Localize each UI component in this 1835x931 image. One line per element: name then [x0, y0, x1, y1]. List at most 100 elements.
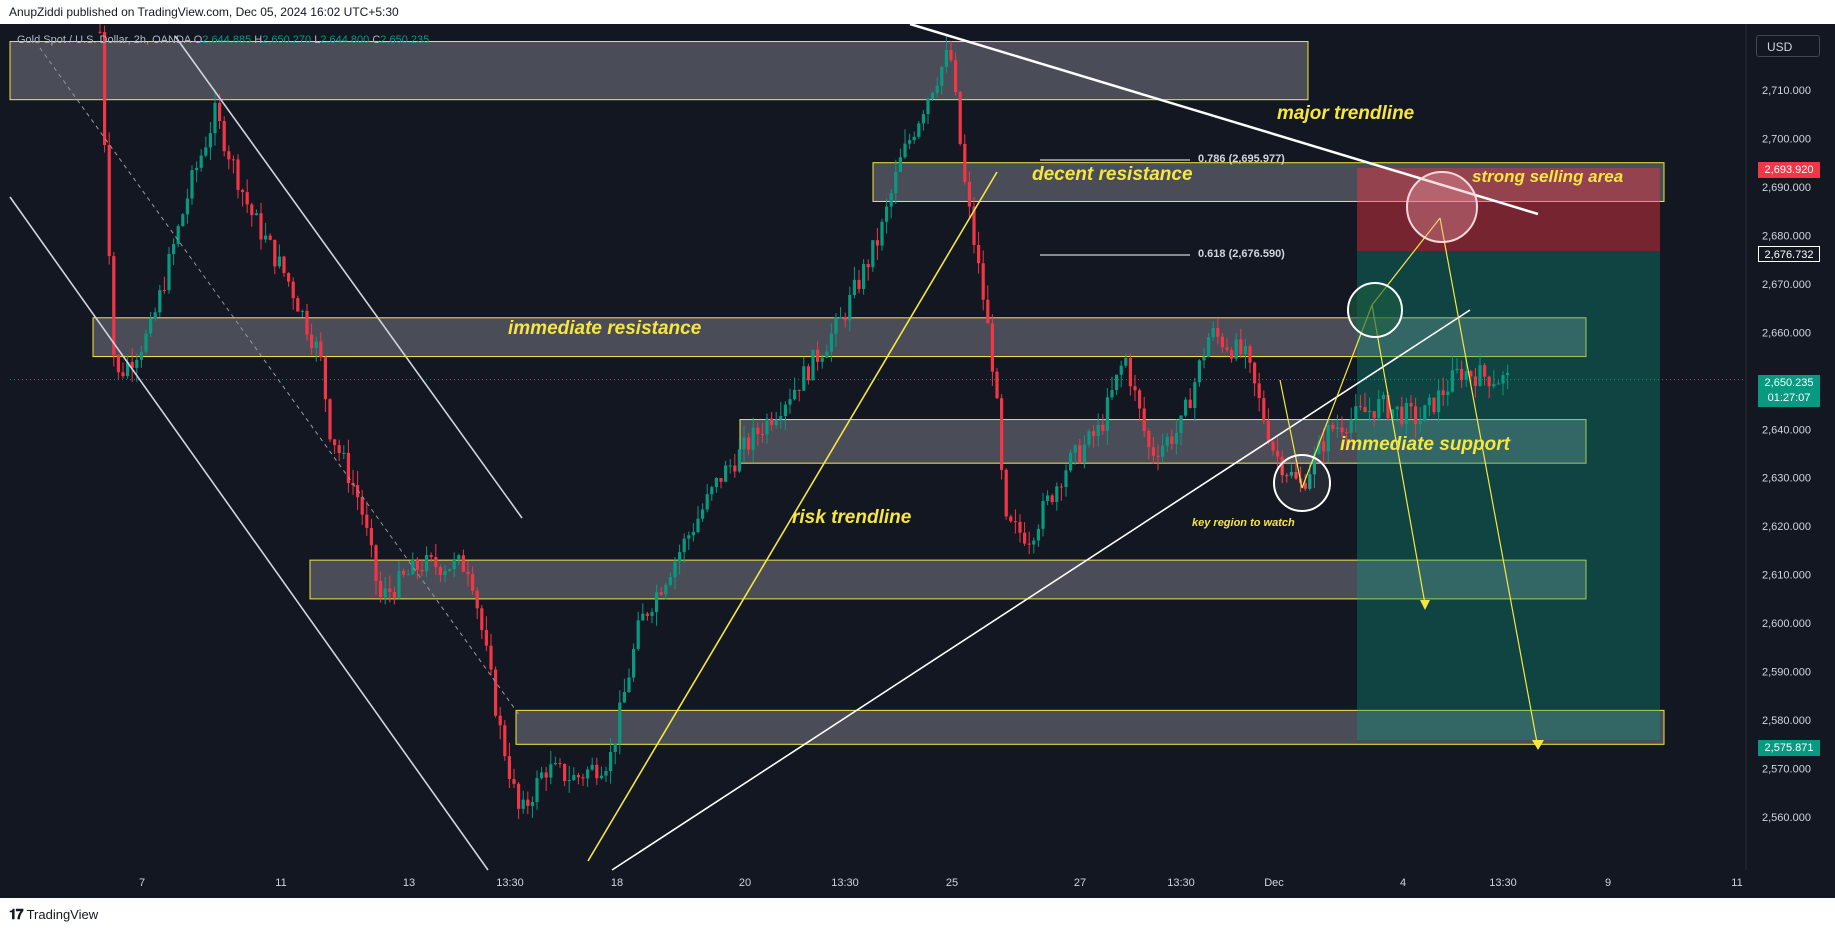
x-tick-label: 13 [403, 877, 415, 889]
channel-lower-line[interactable] [9, 196, 489, 871]
candle-body [733, 465, 737, 472]
candle-body [1317, 441, 1321, 454]
candle-body [130, 361, 134, 368]
zone-box[interactable] [9, 41, 1309, 101]
risk-trendline[interactable] [587, 171, 998, 862]
candle-body [540, 772, 544, 779]
tradingview-brand: TradingView [26, 907, 99, 922]
y-tick-label: 2,640.000 [1762, 424, 1811, 436]
selling-circle[interactable] [1406, 171, 1478, 243]
candle-body [581, 777, 585, 779]
candle-body [1501, 375, 1505, 384]
candle-body [250, 204, 254, 216]
candle-body [208, 133, 212, 148]
zone-box[interactable] [309, 559, 1587, 600]
candle-body [852, 279, 856, 296]
candle-body [328, 399, 332, 440]
candle-body [383, 588, 387, 598]
decent-resistance-label: decent resistance [1032, 164, 1193, 185]
y-tick-label: 2,600.000 [1762, 618, 1811, 630]
candle-body [820, 357, 824, 362]
candle-body [1372, 411, 1376, 419]
channel-mid-line[interactable] [39, 47, 521, 717]
candle-body [926, 98, 930, 115]
low-label: L [314, 34, 321, 46]
publish-bar: AnupZiddi published on TradingView.com, … [0, 0, 1835, 24]
zone-box[interactable] [515, 709, 1665, 745]
low-value: 2,644.800 [320, 34, 370, 46]
candle-body [342, 452, 346, 454]
y-tick-label: 2,680.000 [1762, 230, 1811, 242]
candle-body [1414, 406, 1418, 424]
candle-body [1211, 328, 1215, 338]
rising-trendline[interactable] [611, 309, 1471, 871]
candle-body [402, 570, 406, 575]
projection-line[interactable] [1279, 379, 1303, 489]
candle-body [103, 32, 107, 146]
candle-body [1363, 407, 1367, 413]
x-tick-label: 11 [275, 877, 286, 889]
candle-body [857, 279, 861, 290]
zone-box[interactable] [872, 162, 1665, 202]
candle-body [1492, 383, 1496, 387]
channel-upper-line[interactable] [174, 35, 523, 519]
candle-body [415, 559, 419, 570]
candle-body [1469, 371, 1473, 377]
candle-body [1138, 390, 1142, 409]
candle-body [889, 193, 893, 207]
candle-body [609, 751, 613, 772]
candle-body [112, 256, 116, 356]
retest-circle[interactable] [1347, 282, 1403, 338]
candle-body [1409, 403, 1413, 407]
candle-body [530, 802, 534, 806]
projection-line[interactable] [1439, 217, 1539, 749]
candle-body [618, 702, 622, 744]
candle-body [967, 181, 971, 207]
candle-body [650, 612, 654, 616]
key-region-circle[interactable] [1273, 454, 1331, 512]
candle-body [1243, 346, 1247, 355]
candle-body [1119, 365, 1123, 375]
take-profit-zone[interactable] [1357, 251, 1660, 741]
candle-body [397, 570, 401, 598]
candle-body [862, 263, 866, 290]
x-tick-label: 9 [1605, 877, 1611, 889]
y-tick-label: 2,620.000 [1762, 521, 1811, 533]
candle-body [1312, 453, 1316, 475]
candle-body [503, 725, 507, 757]
x-tick-label: 7 [139, 877, 145, 889]
candle-body [1450, 370, 1454, 392]
candle-body [126, 361, 130, 377]
chart-canvas[interactable]: 2,560.000 2,570.000 2,580.000 2,590.000 2,60… [0, 24, 1835, 898]
zone-box[interactable] [92, 317, 1587, 358]
candle-body [1018, 521, 1022, 533]
price-axis: 2,560.000 2,570.000 2,580.000 2,590.000 2,60… [1745, 24, 1811, 870]
candle-body [779, 416, 783, 420]
candle-body [1124, 357, 1128, 366]
candle-body [1400, 406, 1404, 424]
candle-body [273, 239, 277, 267]
candle-body [696, 518, 700, 533]
candle-body [802, 366, 806, 391]
candle-body [1101, 424, 1105, 431]
candle-body [742, 437, 746, 450]
candle-body [314, 341, 318, 349]
major-trendline[interactable] [909, 24, 1539, 216]
candle-body [963, 143, 967, 182]
candle-body [1354, 406, 1358, 420]
candle-body [1082, 444, 1086, 463]
candle-body [719, 478, 723, 482]
candle-body [1432, 397, 1436, 413]
candle-body [1220, 336, 1224, 348]
candle-body [1483, 365, 1487, 377]
symbol-label[interactable]: Gold Spot / U.S. Dollar, 2h, OANDA [17, 34, 191, 46]
candle-body [1404, 403, 1408, 424]
candle-body [420, 569, 424, 572]
currency-button[interactable]: USD [1756, 35, 1820, 57]
candle-body [645, 613, 649, 616]
candle-body [921, 114, 925, 124]
projection-line[interactable] [1371, 304, 1426, 605]
tradingview-logo[interactable]: ⁠𝟏𝟕 TradingView [9, 906, 98, 923]
candle-body [1225, 347, 1229, 351]
candle-body [158, 290, 162, 313]
